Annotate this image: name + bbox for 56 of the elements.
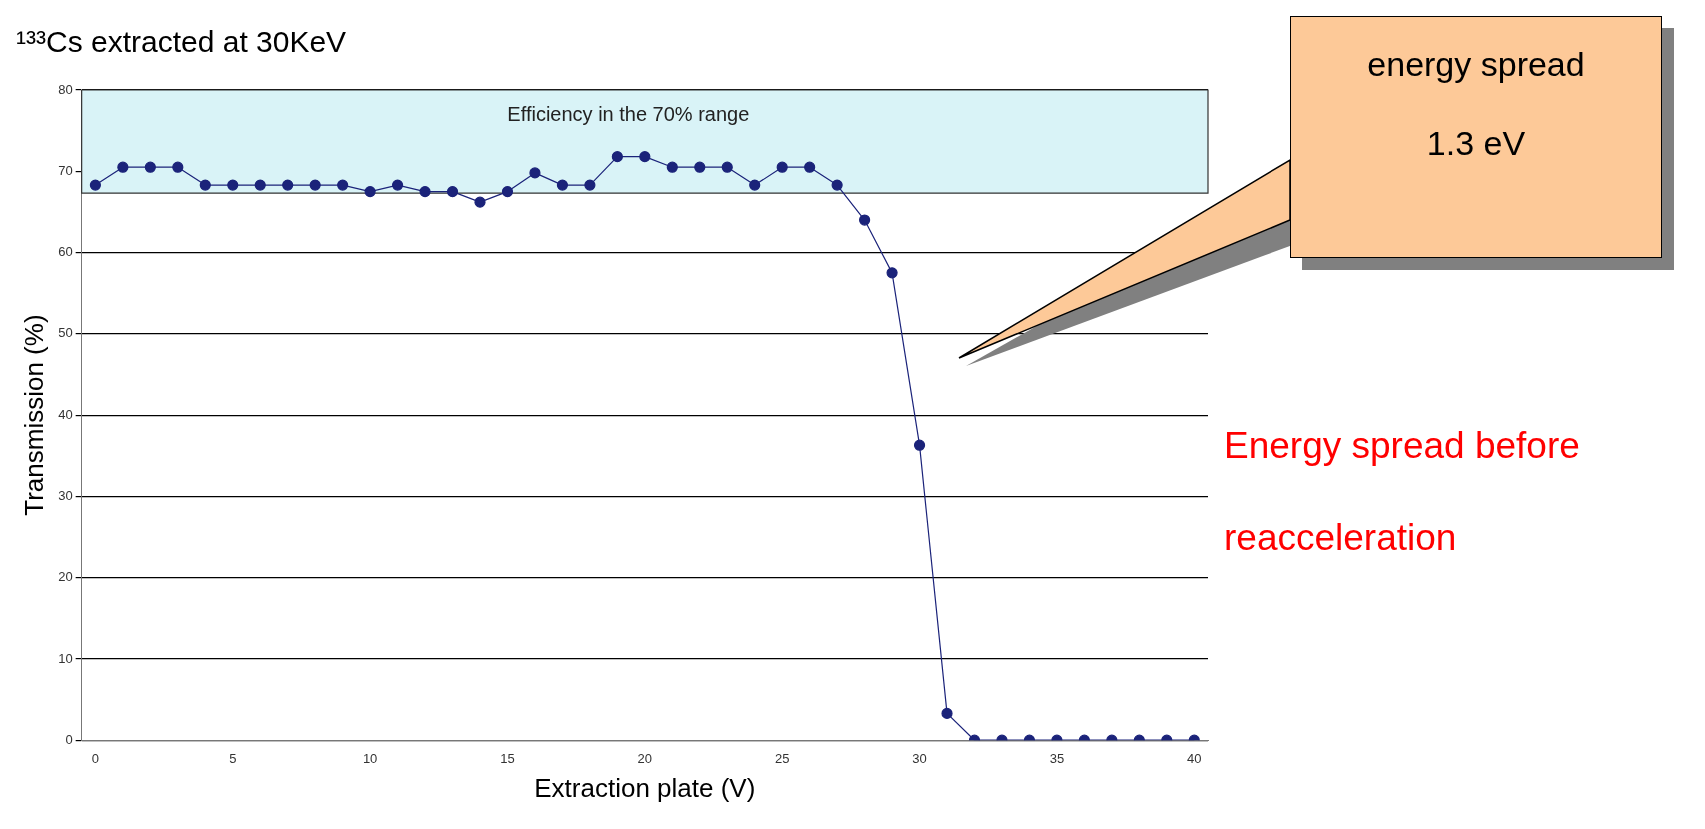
y-tick-label: 80 xyxy=(58,81,73,97)
y-tick-label: 40 xyxy=(58,406,73,422)
x-tick-label: 20 xyxy=(637,750,653,766)
point xyxy=(144,161,156,173)
y-tick-label: 0 xyxy=(65,731,73,747)
point xyxy=(584,179,596,191)
point xyxy=(804,161,816,173)
x-tick-label: 0 xyxy=(91,750,100,766)
point xyxy=(639,151,651,163)
point xyxy=(282,179,294,191)
point xyxy=(419,185,431,198)
text: Energy spread before reacceleration xyxy=(1224,425,1580,558)
point xyxy=(556,179,569,191)
point xyxy=(611,151,623,163)
point xyxy=(501,185,514,198)
point xyxy=(172,161,184,173)
chart-title: ¹³³Cs extracted at 30KeV xyxy=(16,25,347,59)
text: 1.3 eV xyxy=(1425,124,1527,163)
point xyxy=(749,179,761,191)
x-tick-label: 35 xyxy=(1049,750,1065,766)
text: energy spread xyxy=(1366,45,1586,84)
point xyxy=(886,267,898,279)
point xyxy=(666,161,678,173)
point xyxy=(254,179,266,191)
y-tick-label: 10 xyxy=(58,650,73,666)
point xyxy=(831,179,843,191)
point xyxy=(529,167,541,179)
point xyxy=(859,214,871,226)
point xyxy=(199,179,211,191)
y-tick-label: 60 xyxy=(58,244,73,260)
y-axis-title: Transmission (%) xyxy=(18,314,49,516)
point xyxy=(364,185,376,198)
band-label: Efficiency in the 70% range xyxy=(507,103,750,126)
point xyxy=(474,196,486,208)
x-axis-title: Extraction plate (V) xyxy=(534,772,756,803)
point xyxy=(446,185,459,198)
point xyxy=(89,179,101,191)
x-tick-label: 10 xyxy=(362,750,378,766)
x-tick-label: 15 xyxy=(500,750,515,766)
point xyxy=(309,179,321,191)
x-tick-label: 5 xyxy=(229,750,237,766)
y-tick-label: 20 xyxy=(58,569,73,585)
x-tick-label: 40 xyxy=(1187,750,1202,766)
y-tick-label: 30 xyxy=(58,487,73,503)
point xyxy=(721,161,733,173)
y-tick-label: 70 xyxy=(58,162,73,178)
point xyxy=(391,179,404,191)
x-tick-label: 25 xyxy=(774,750,790,766)
point xyxy=(117,161,129,173)
point xyxy=(227,179,239,191)
x-tick-label: 30 xyxy=(912,750,927,766)
point xyxy=(776,161,788,173)
y-tick-label: 50 xyxy=(58,325,73,341)
point xyxy=(913,439,926,451)
point xyxy=(337,179,349,191)
point xyxy=(694,161,706,173)
